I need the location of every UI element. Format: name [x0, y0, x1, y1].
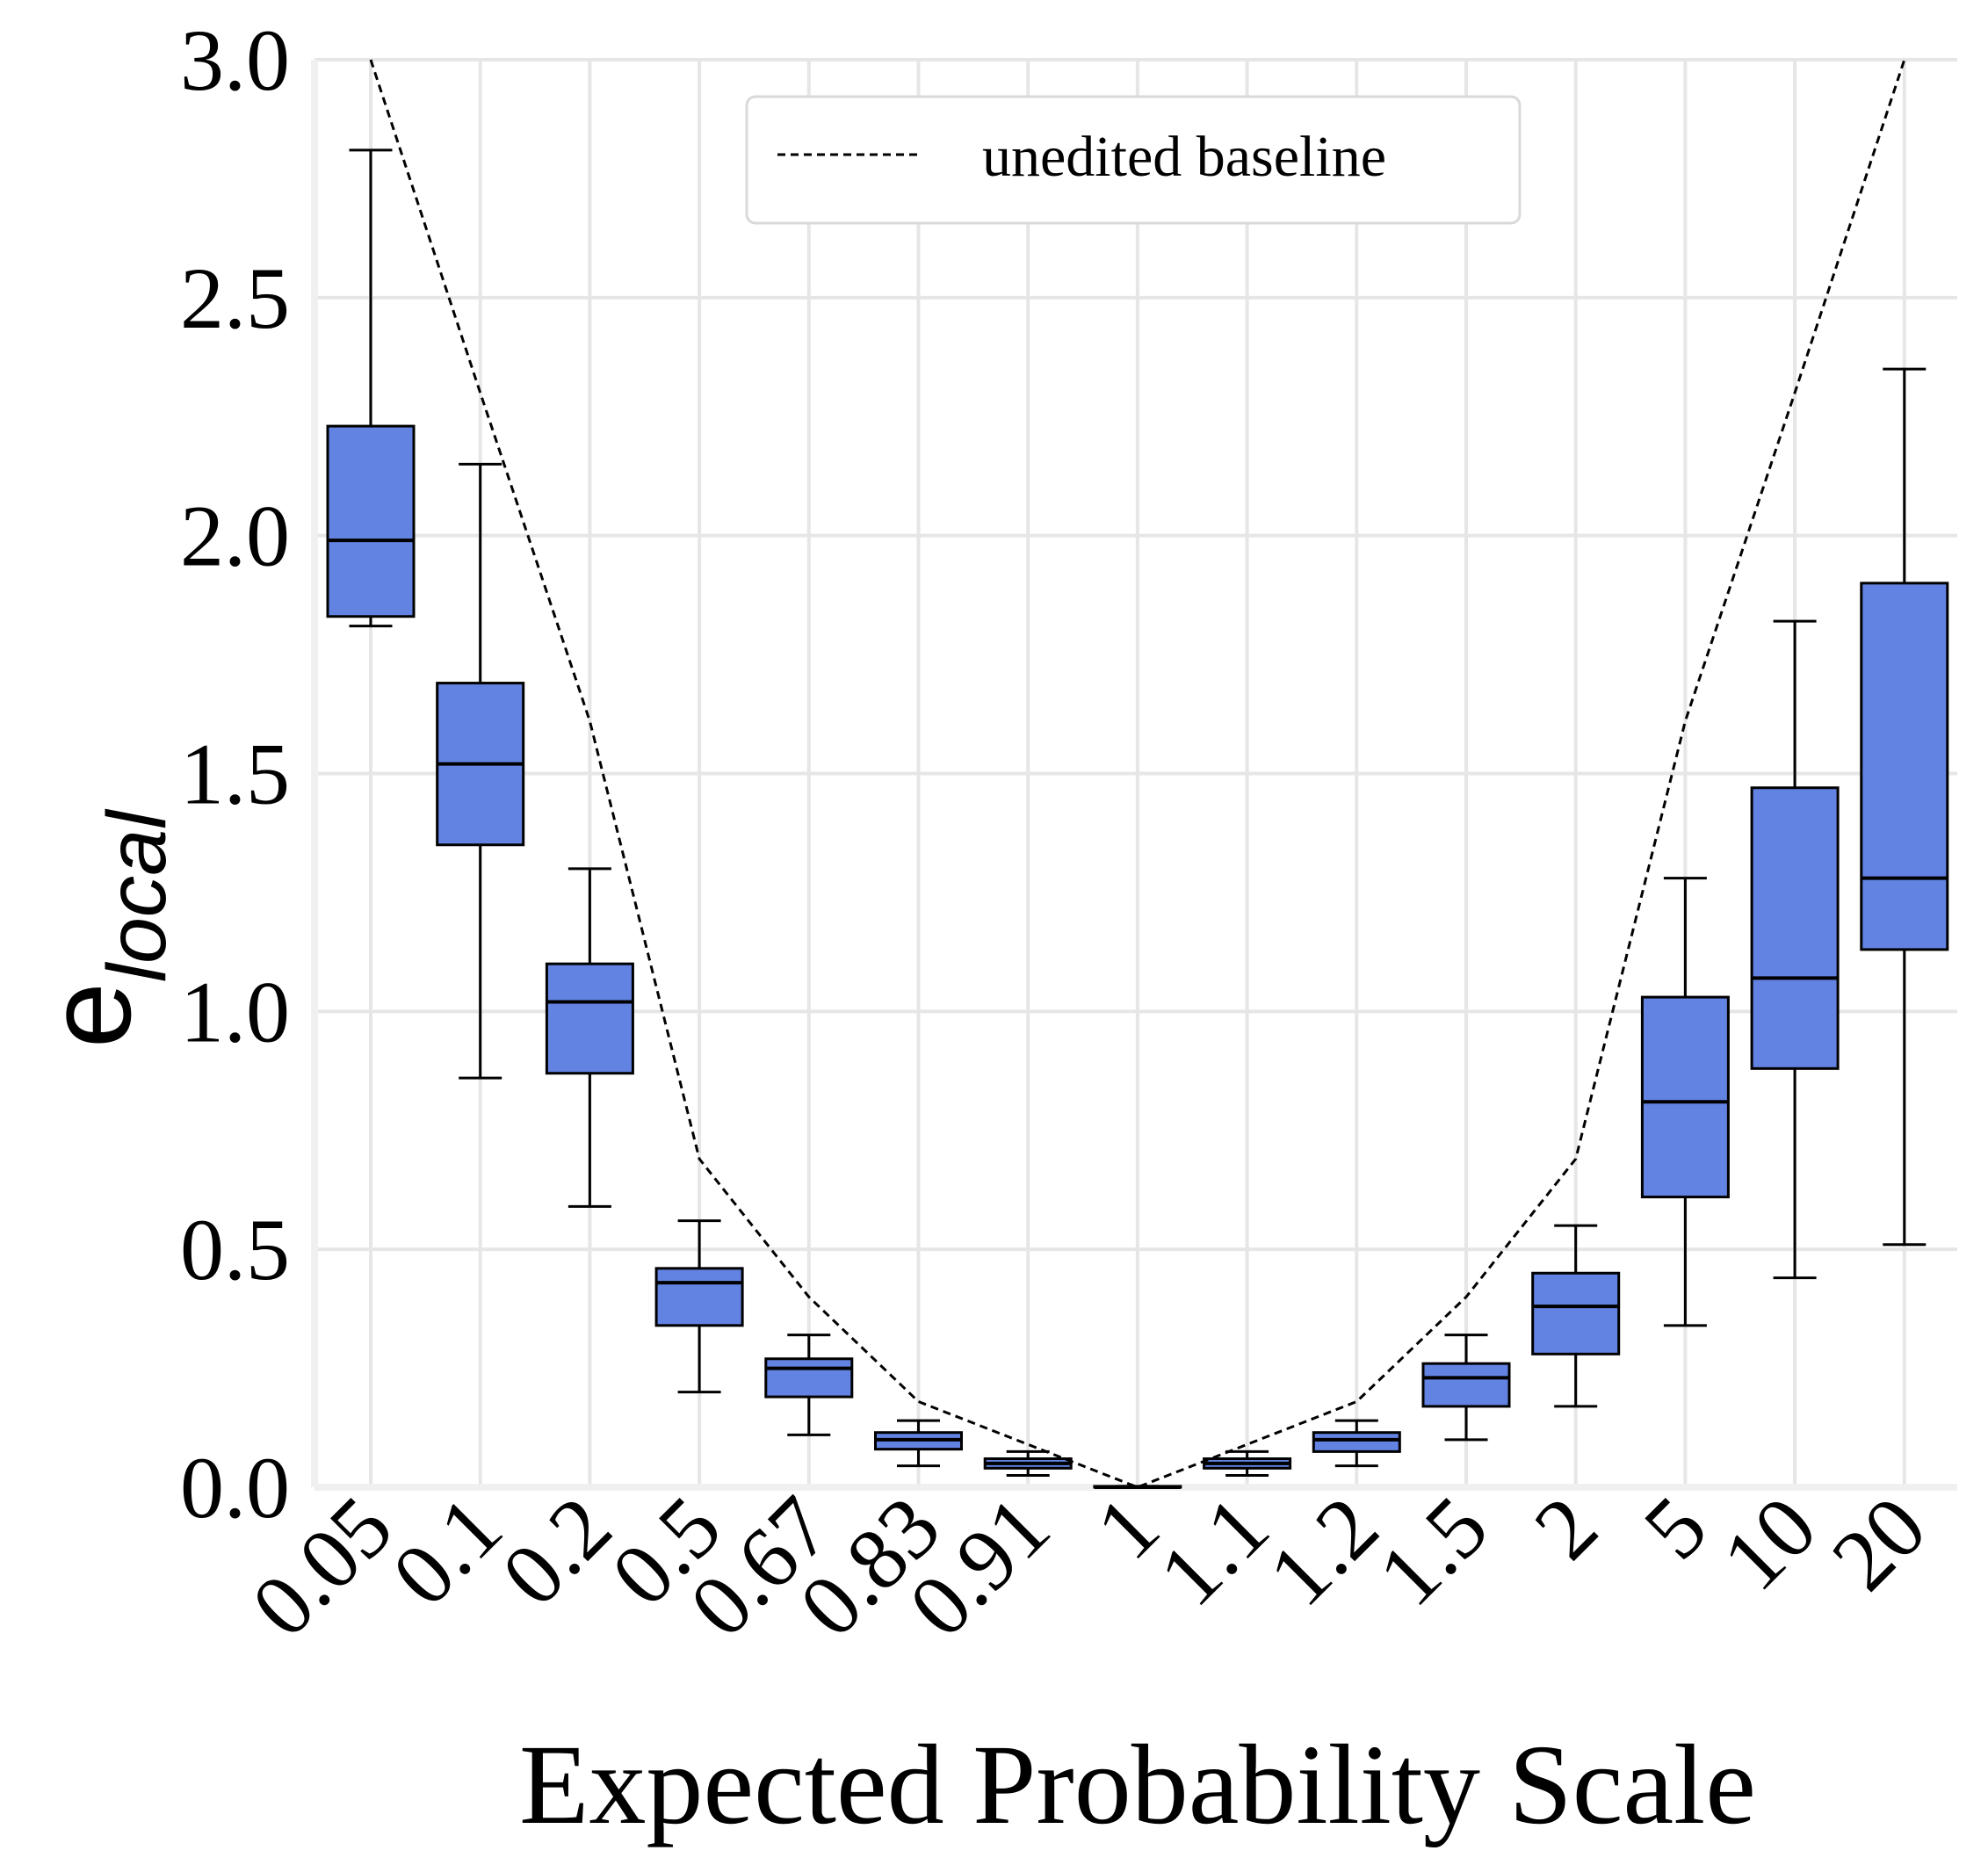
- box-1.2: [1312, 1419, 1401, 1468]
- x-tick-label: 10: [1703, 1478, 1834, 1608]
- baseline-line: [369, 59, 1906, 1489]
- box-iqr: [545, 962, 634, 1075]
- box-0.83: [874, 1419, 963, 1468]
- box-0.67: [764, 1334, 854, 1436]
- box-iqr: [326, 424, 416, 618]
- box-iqr: [1531, 1271, 1621, 1355]
- box-0.05: [326, 148, 416, 628]
- x-tick-label: 2: [1515, 1478, 1616, 1578]
- box-0.1: [436, 462, 525, 1080]
- box-2: [1531, 1224, 1621, 1408]
- box-iqr: [1640, 995, 1730, 1199]
- y-axis-title-base: e: [23, 982, 155, 1048]
- box-0.5: [654, 1219, 744, 1394]
- baseline-series: [369, 59, 1906, 1489]
- legend-label: unedited baseline: [982, 125, 1386, 189]
- box-iqr: [1860, 582, 1949, 951]
- y-axis-title-subscript: local: [90, 808, 184, 982]
- box-iqr: [764, 1357, 854, 1399]
- y-tick-label: 2.5: [180, 249, 290, 347]
- box-1.5: [1421, 1334, 1511, 1442]
- legend-frame: [745, 95, 1522, 225]
- box-1: [1093, 1485, 1182, 1489]
- y-tick-label: 0.0: [180, 1439, 290, 1536]
- box-iqr: [1421, 1362, 1511, 1408]
- x-tick-label: 0.91: [891, 1478, 1068, 1655]
- box-iqr: [1312, 1431, 1401, 1453]
- box-iqr: [1750, 786, 1840, 1070]
- legend: unedited baseline: [745, 95, 1522, 225]
- box-20: [1860, 367, 1949, 1247]
- y-tick-label: 1.0: [180, 963, 290, 1060]
- x-axis-title: Expected Probability Scale: [519, 1722, 1756, 1848]
- x-tick-label: 5: [1625, 1478, 1725, 1578]
- boxes: [326, 148, 1949, 1489]
- box-5: [1640, 877, 1730, 1327]
- y-axis-title: elocal: [23, 808, 184, 1048]
- y-tick-label: 0.5: [180, 1201, 290, 1298]
- x-tick-label: 20: [1813, 1478, 1944, 1608]
- y-tick-label: 1.5: [180, 726, 290, 823]
- box-10: [1750, 619, 1840, 1280]
- y-tick-label: 2.0: [180, 488, 290, 585]
- x-tick-label: 1.5: [1360, 1478, 1507, 1624]
- box-iqr: [654, 1267, 744, 1327]
- box-0.2: [545, 867, 634, 1208]
- svg-text:elocal: elocal: [23, 808, 184, 1048]
- box-1.1: [1203, 1449, 1292, 1477]
- y-tick-label: 3.0: [180, 11, 290, 109]
- grid: [314, 58, 1957, 1489]
- box-0.91: [983, 1449, 1073, 1477]
